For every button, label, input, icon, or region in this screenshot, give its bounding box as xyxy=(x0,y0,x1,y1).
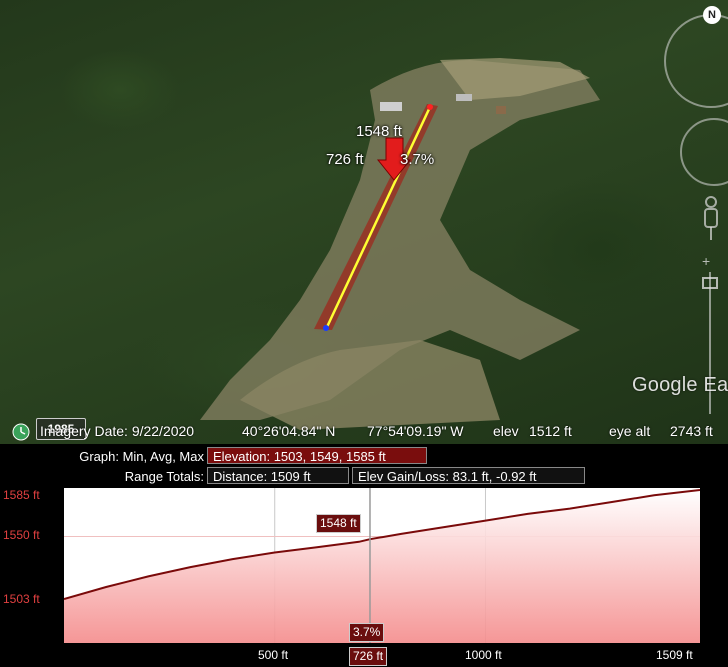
path-line[interactable] xyxy=(325,106,432,328)
elevation-area xyxy=(64,490,700,643)
terrain-layer xyxy=(200,58,600,430)
status-bar: Imagery Date: 9/22/2020 40°26'04.84" N 7… xyxy=(0,420,728,444)
north-icon[interactable]: N xyxy=(703,6,721,24)
map-slope-label: 3.7% xyxy=(400,151,435,168)
elev-label: elev xyxy=(493,423,519,439)
elevation-profile-panel: Graph: Min, Avg, Max Elevation: 1503, 15… xyxy=(0,444,728,667)
x-tick-label: 1509 ft xyxy=(656,648,693,662)
graph-label: Graph: Min, Avg, Max xyxy=(79,449,204,464)
y-tick-label: 1550 ft xyxy=(3,528,40,542)
elevation-summary: Elevation: 1503, 1549, 1585 ft xyxy=(207,447,427,464)
marker-distance-badge: 726 ft xyxy=(349,647,388,666)
latitude-readout: 40°26'04.84" N xyxy=(242,423,336,439)
position-arrow-icon xyxy=(376,137,412,181)
marker-slope-badge: 3.7% xyxy=(349,623,385,642)
pegman-icon[interactable] xyxy=(700,196,722,242)
marker-elevation-badge: 1548 ft xyxy=(316,514,361,533)
map-elevation-label: 1548 ft xyxy=(356,123,402,140)
path-end-point[interactable] xyxy=(427,104,433,110)
historical-year-badge[interactable]: 1985 xyxy=(36,418,86,440)
x-tick-label: 1000 ft xyxy=(465,648,502,662)
eye-alt-value: 2743 ft xyxy=(670,423,713,439)
map-distance-label: 726 ft xyxy=(326,151,364,168)
imagery-date: Imagery Date: 9/22/2020 xyxy=(40,423,195,439)
eye-alt-label: eye alt xyxy=(609,423,651,439)
distance-summary: Distance: 1509 ft xyxy=(207,467,349,484)
historical-imagery-icon[interactable] xyxy=(12,423,30,441)
range-totals-label: Range Totals: xyxy=(124,469,204,484)
google-earth-logo: Google Ea xyxy=(632,374,728,396)
y-tick-label: 1585 ft xyxy=(3,488,40,502)
svg-text:+: + xyxy=(702,254,710,269)
zoom-slider[interactable]: + xyxy=(698,254,722,424)
elevation-chart[interactable] xyxy=(64,488,700,643)
path-start-point[interactable] xyxy=(323,325,329,331)
elev-value: 1512 ft xyxy=(529,423,572,439)
longitude-readout: 77°54'09.19" W xyxy=(367,423,464,439)
gain-loss-summary: Elev Gain/Loss: 83.1 ft, -0.92 ft xyxy=(352,467,585,484)
map-view[interactable]: 1548 ft 726 ft 3.7% N + Google Ea xyxy=(0,0,728,444)
x-tick-label: 500 ft xyxy=(258,648,289,662)
y-tick-label: 1503 ft xyxy=(3,592,40,606)
